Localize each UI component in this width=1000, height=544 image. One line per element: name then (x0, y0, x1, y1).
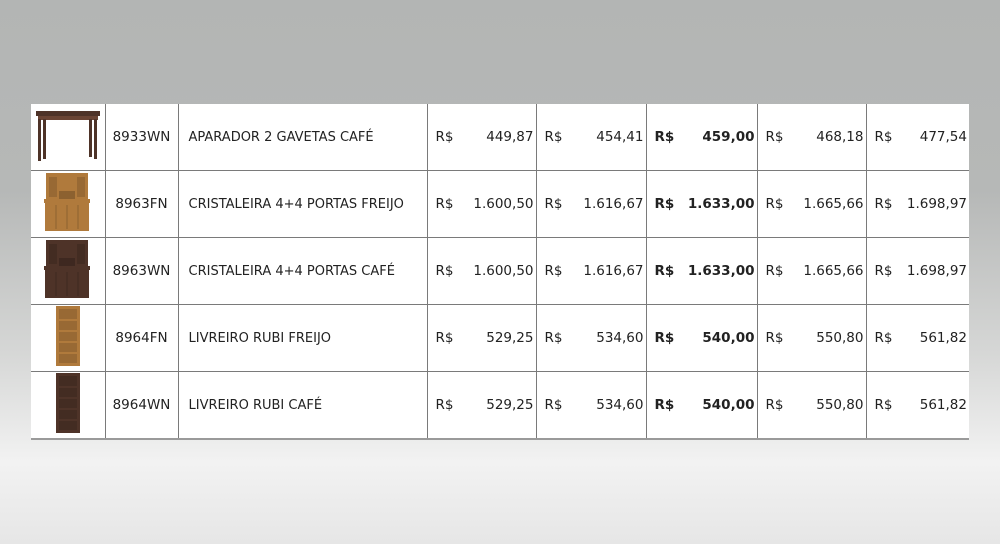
price-value: 1.616,67 (583, 263, 644, 279)
currency-label: R$ (654, 129, 675, 145)
price-cell: R$ 1.616,67 (535, 237, 647, 305)
price-cell: R$ 1.616,67 (535, 170, 647, 238)
currency-label: R$ (435, 263, 454, 279)
price-cell: R$ 1.698,97 (865, 237, 969, 305)
price-cell: R$ 1.633,00 (645, 170, 758, 238)
price-value: 1.600,50 (473, 263, 534, 279)
price-value: 550,80 (816, 397, 864, 413)
product-name: LIVREIRO RUBI CAFÉ (177, 371, 428, 440)
product-code: 8933WN (104, 104, 179, 171)
currency-label: R$ (544, 196, 563, 212)
price-value: 1.633,00 (687, 263, 755, 279)
price-cell: R$ 540,00 (645, 304, 758, 372)
price-cell: R$ 1.600,50 (426, 237, 537, 305)
price-value: 540,00 (702, 330, 755, 346)
price-cell: R$ 529,25 (426, 371, 537, 440)
price-value: 550,80 (816, 330, 864, 346)
table-row: 8963FN CRISTALEIRA 4+4 PORTAS FREIJO R$ 1.6… (31, 170, 969, 238)
currency-label: R$ (654, 263, 675, 279)
product-name: APARADOR 2 GAVETAS CAFÉ (177, 104, 428, 171)
product-code: 8963WN (104, 237, 179, 305)
currency-label: R$ (544, 129, 563, 145)
product-image (31, 304, 106, 372)
currency-label: R$ (874, 263, 893, 279)
price-value: 1.698,97 (906, 196, 967, 212)
table-row: 8933WN APARADOR 2 GAVETAS CAFÉ R$ 449,87 R$ 4… (31, 104, 969, 171)
price-value: 534,60 (596, 330, 644, 346)
price-value: 1.600,50 (473, 196, 534, 212)
price-cell: R$ 477,54 (865, 104, 969, 171)
price-value: 529,25 (486, 397, 534, 413)
product-code: 8963FN (104, 170, 179, 238)
price-cell: R$ 449,87 (426, 104, 537, 171)
currency-label: R$ (874, 129, 893, 145)
price-cell: R$ 1.665,66 (756, 237, 867, 305)
price-cell: R$ 550,80 (756, 371, 867, 440)
product-image (31, 237, 106, 305)
price-cell: R$ 561,82 (865, 304, 969, 372)
product-name: CRISTALEIRA 4+4 PORTAS CAFÉ (177, 237, 428, 305)
table-row: 8964FN LIVREIRO RUBI FREIJO R$ 529,25 R$ 534,… (31, 304, 969, 372)
price-cell: R$ 550,80 (756, 304, 867, 372)
price-cell: R$ 1.600,50 (426, 170, 537, 238)
table-row: 8963WN CRISTALEIRA 4+4 PORTAS CAFÉ R$ 1.600… (31, 237, 969, 305)
price-cell: R$ 454,41 (535, 104, 647, 171)
price-value: 529,25 (486, 330, 534, 346)
price-value: 561,82 (919, 397, 967, 413)
currency-label: R$ (654, 397, 675, 413)
price-value: 561,82 (919, 330, 967, 346)
price-cell: R$ 561,82 (865, 371, 969, 440)
currency-label: R$ (544, 263, 563, 279)
currency-label: R$ (435, 129, 454, 145)
price-cell: R$ 534,60 (535, 371, 647, 440)
currency-label: R$ (765, 263, 784, 279)
price-value: 1.698,97 (906, 263, 967, 279)
price-value: 459,00 (702, 129, 755, 145)
price-cell: R$ 534,60 (535, 304, 647, 372)
price-cell: R$ 459,00 (645, 104, 758, 171)
product-image (31, 371, 106, 440)
currency-label: R$ (654, 196, 675, 212)
price-value: 1.665,66 (803, 196, 864, 212)
price-value: 449,87 (486, 129, 534, 145)
price-value: 468,18 (816, 129, 864, 145)
product-image (31, 104, 106, 171)
price-cell: R$ 1.665,66 (756, 170, 867, 238)
currency-label: R$ (765, 330, 784, 346)
price-table: 8933WN APARADOR 2 GAVETAS CAFÉ R$ 449,87 R$ 4… (31, 104, 969, 440)
currency-label: R$ (544, 330, 563, 346)
price-cell: R$ 540,00 (645, 371, 758, 440)
price-cell: R$ 1.633,00 (645, 237, 758, 305)
product-code: 8964FN (104, 304, 179, 372)
price-value: 1.616,67 (583, 196, 644, 212)
currency-label: R$ (435, 397, 454, 413)
currency-label: R$ (874, 397, 893, 413)
price-value: 534,60 (596, 397, 644, 413)
currency-label: R$ (874, 330, 893, 346)
currency-label: R$ (435, 196, 454, 212)
price-value: 454,41 (596, 129, 644, 145)
price-value: 1.633,00 (687, 196, 755, 212)
price-value: 540,00 (702, 397, 755, 413)
product-name: LIVREIRO RUBI FREIJO (177, 304, 428, 372)
price-value: 1.665,66 (803, 263, 864, 279)
price-cell: R$ 468,18 (756, 104, 867, 171)
price-cell: R$ 529,25 (426, 304, 537, 372)
currency-label: R$ (765, 129, 784, 145)
currency-label: R$ (874, 196, 893, 212)
currency-label: R$ (765, 196, 784, 212)
table-row: 8964WN LIVREIRO RUBI CAFÉ R$ 529,25 R$ 534,60… (31, 371, 969, 440)
price-value: 477,54 (919, 129, 967, 145)
currency-label: R$ (654, 330, 675, 346)
product-image (31, 170, 106, 238)
currency-label: R$ (765, 397, 784, 413)
product-name: CRISTALEIRA 4+4 PORTAS FREIJO (177, 170, 428, 238)
product-code: 8964WN (104, 371, 179, 440)
currency-label: R$ (544, 397, 563, 413)
price-cell: R$ 1.698,97 (865, 170, 969, 238)
currency-label: R$ (435, 330, 454, 346)
